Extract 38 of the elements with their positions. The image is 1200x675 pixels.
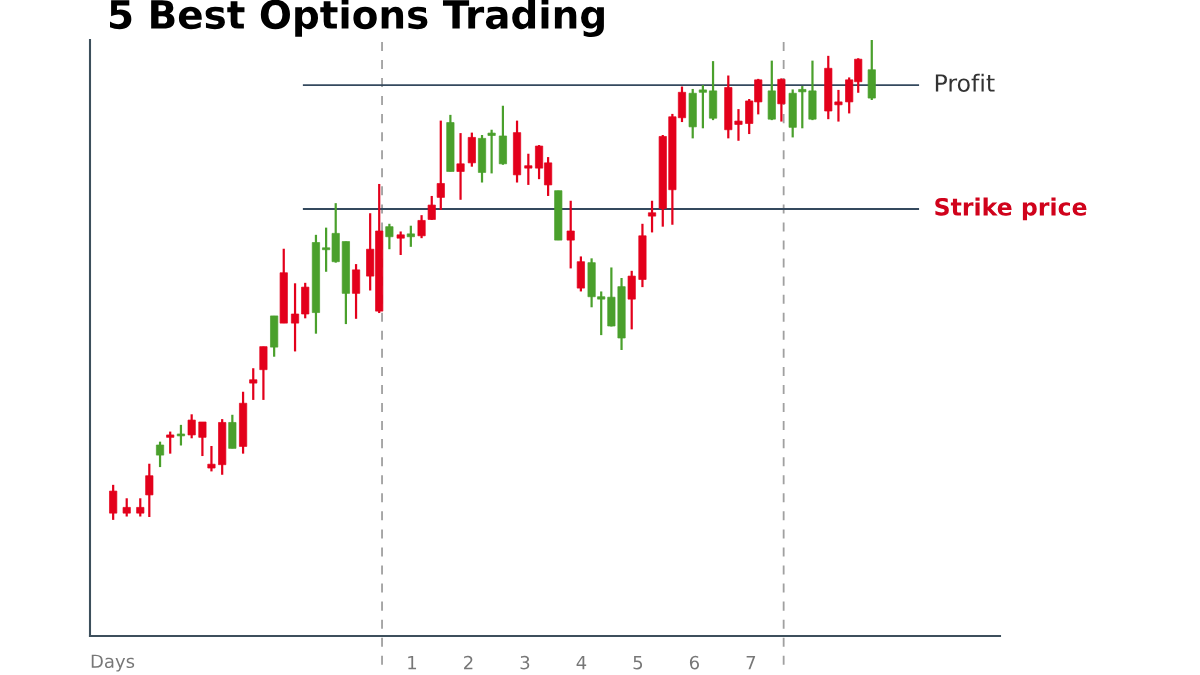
- x-tick-label: 6: [689, 655, 700, 670]
- candlestick: [436, 119, 445, 211]
- candlestick: [524, 152, 533, 187]
- candlestick: [176, 423, 185, 447]
- candlestick: [352, 262, 361, 320]
- candlestick: [136, 497, 145, 518]
- candlestick: [627, 269, 636, 331]
- candlestick: [417, 214, 426, 240]
- candlestick: [406, 224, 415, 248]
- candlestick: [109, 483, 118, 521]
- x-axis-title: Days: [91, 654, 135, 672]
- candlestick: [698, 84, 707, 130]
- x-tick-label: 3: [520, 655, 530, 670]
- candlestick: [166, 430, 175, 455]
- ref-line-label: Profit: [935, 73, 995, 92]
- candlestick: [396, 230, 405, 257]
- candlestick: [456, 131, 465, 201]
- candlestick: [122, 497, 131, 518]
- candlestick: [291, 282, 300, 353]
- candlestick: [566, 199, 575, 270]
- candlestick: [259, 345, 268, 402]
- x-tick-label: 1: [408, 656, 417, 670]
- candlestick: [487, 128, 496, 175]
- candlestick: [207, 444, 216, 473]
- candlestick: [427, 194, 436, 222]
- candlestick: [648, 199, 657, 234]
- candlestick: [156, 440, 165, 469]
- x-tick-label: 7: [746, 656, 756, 670]
- chart-title: 5 Best Options Trading: [110, 0, 604, 37]
- candlestick: [145, 462, 154, 519]
- x-tick-label: 2: [464, 655, 473, 670]
- x-tick-label: 5: [633, 656, 643, 670]
- candlestick: [249, 367, 258, 402]
- candlestick: [187, 413, 196, 440]
- candlestick: [385, 222, 394, 251]
- candlestick: [198, 420, 207, 458]
- ref-line-label: Strike price: [935, 197, 1087, 221]
- x-tick-label: 4: [576, 656, 587, 670]
